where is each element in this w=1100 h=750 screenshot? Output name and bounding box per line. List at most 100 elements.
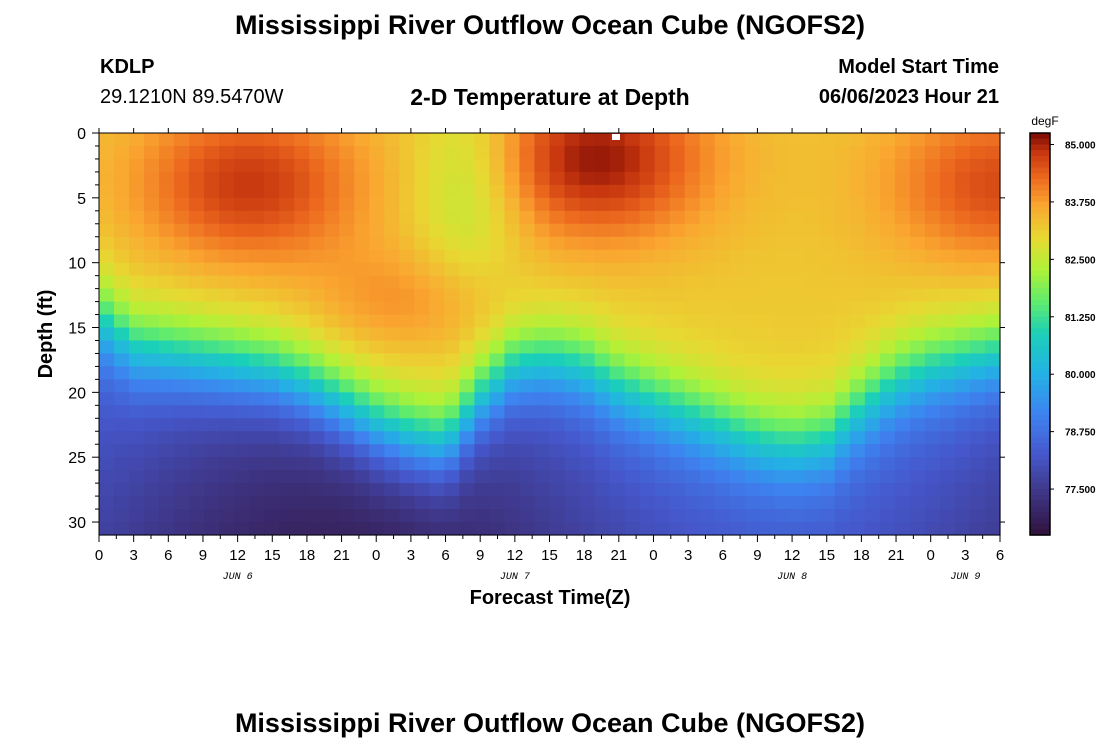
heatmap-cell (894, 496, 911, 510)
heatmap-cell (669, 457, 686, 471)
heatmap-cell (519, 301, 536, 316)
heatmap-cell (174, 444, 190, 458)
heatmap-cell (669, 314, 686, 329)
heatmap-cell (369, 133, 385, 147)
heatmap-cell (159, 457, 175, 471)
heatmap-cell (459, 197, 476, 212)
heatmap-cell (954, 457, 971, 471)
heatmap-cell (324, 236, 340, 251)
heatmap-cell (894, 236, 911, 251)
heatmap-cell (144, 366, 160, 380)
heatmap-cell (444, 275, 460, 290)
heatmap-cell (414, 223, 430, 238)
heatmap-cell (369, 145, 385, 160)
heatmap-cell (399, 275, 415, 290)
heatmap-cell (249, 366, 265, 380)
heatmap-cell (594, 353, 611, 368)
heatmap-cell (429, 444, 445, 458)
heatmap-cell (489, 288, 506, 303)
heatmap-cell (669, 470, 686, 484)
heatmap-cell (879, 444, 896, 458)
heatmap-cell (909, 379, 926, 393)
heatmap-cell (684, 171, 701, 186)
heatmap-cell (324, 288, 340, 303)
heatmap-cell (744, 444, 761, 458)
heatmap-cell (384, 171, 400, 186)
heatmap-cell (549, 210, 566, 225)
heatmap-cell (894, 262, 911, 277)
heatmap-cell (684, 158, 701, 173)
heatmap-cell (729, 340, 746, 355)
heatmap-cell (294, 262, 310, 277)
heatmap-cell (759, 418, 776, 432)
heatmap-cell (804, 457, 821, 471)
heatmap-cell (564, 314, 581, 329)
heatmap-cell (669, 418, 686, 432)
colorbar-segment (1030, 500, 1050, 507)
heatmap-cell (699, 288, 716, 303)
heatmap-cell (879, 158, 896, 173)
heatmap-cell (684, 184, 701, 199)
heatmap-cell (114, 353, 130, 368)
heatmap-cell (759, 249, 776, 264)
heatmap-cell (579, 496, 596, 510)
heatmap-cell (909, 223, 926, 238)
x-axis-label: Forecast Time(Z) (470, 587, 631, 609)
heatmap-cell (459, 405, 476, 419)
heatmap-cell (759, 210, 776, 225)
heatmap-cell (744, 340, 761, 355)
heatmap-cell (714, 509, 731, 523)
heatmap-cell (339, 145, 355, 160)
heatmap-cell (654, 470, 671, 484)
heatmap-cell (144, 496, 160, 510)
heatmap-cell (534, 366, 551, 380)
heatmap-cell (549, 327, 566, 342)
heatmap-cell (939, 340, 956, 355)
heatmap-cell (879, 133, 896, 147)
heatmap-cell (414, 496, 430, 510)
heatmap-cell (534, 353, 551, 368)
y-tick-label: 5 (77, 191, 86, 208)
heatmap-cell (654, 522, 671, 536)
heatmap-cell (699, 145, 716, 160)
heatmap-cell (279, 301, 295, 316)
heatmap-cell (219, 379, 235, 393)
colorbar-tick-label: 83.750 (1065, 198, 1096, 209)
heatmap-cell (924, 353, 941, 368)
heatmap-cell (789, 457, 806, 471)
heatmap-cell (549, 262, 566, 277)
heatmap-cell (669, 431, 686, 445)
heatmap-cell (624, 327, 641, 342)
heatmap-cell (699, 366, 716, 380)
heatmap-cell (759, 145, 776, 160)
heatmap-cell (579, 379, 596, 393)
heatmap-cell (384, 223, 400, 238)
heatmap-cell (669, 197, 686, 212)
heatmap-cell (729, 431, 746, 445)
heatmap-cell (699, 496, 716, 510)
heatmap-cell (579, 522, 596, 536)
heatmap-cell (714, 249, 731, 264)
heatmap-cell (354, 366, 370, 380)
heatmap-cell (429, 366, 445, 380)
heatmap-cell (624, 249, 641, 264)
heatmap-cell (324, 418, 340, 432)
heatmap-cell (144, 133, 160, 147)
heatmap-cell (819, 392, 836, 406)
heatmap-cell (789, 418, 806, 432)
heatmap-cell (294, 379, 310, 393)
heatmap-cell (624, 392, 641, 406)
x-tick-label: 18 (853, 547, 870, 564)
heatmap-cell (519, 314, 536, 329)
heatmap-cell (294, 210, 310, 225)
heatmap-cell (414, 249, 430, 264)
heatmap-cell (489, 158, 506, 173)
heatmap-cell (864, 158, 881, 173)
heatmap-cell (174, 405, 190, 419)
heatmap-cell (564, 301, 581, 316)
heatmap-cell (834, 509, 851, 523)
heatmap-cell (324, 457, 340, 471)
heatmap-cell (924, 496, 941, 510)
heatmap-cell (579, 236, 596, 251)
heatmap-cell (144, 418, 160, 432)
